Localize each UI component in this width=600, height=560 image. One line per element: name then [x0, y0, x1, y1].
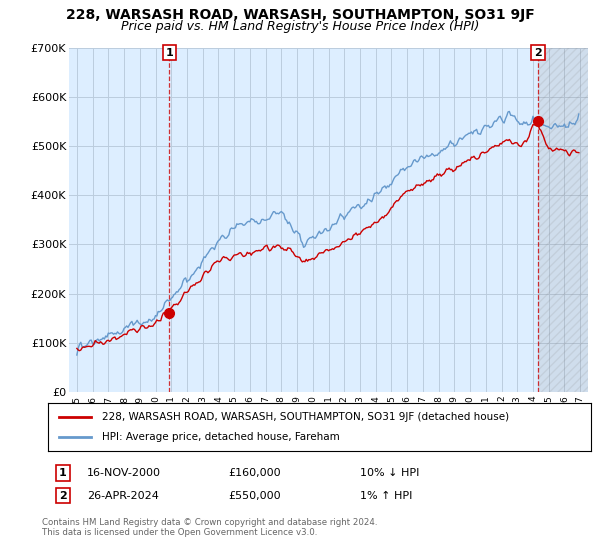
Text: Contains HM Land Registry data © Crown copyright and database right 2024.
This d: Contains HM Land Registry data © Crown c… [42, 518, 377, 538]
Text: 1: 1 [59, 468, 67, 478]
Text: 16-NOV-2000: 16-NOV-2000 [87, 468, 161, 478]
Text: 10% ↓ HPI: 10% ↓ HPI [360, 468, 419, 478]
Text: £160,000: £160,000 [228, 468, 281, 478]
Text: 1% ↑ HPI: 1% ↑ HPI [360, 491, 412, 501]
Text: 2: 2 [59, 491, 67, 501]
Text: 26-APR-2024: 26-APR-2024 [87, 491, 159, 501]
Text: HPI: Average price, detached house, Fareham: HPI: Average price, detached house, Fare… [103, 432, 340, 442]
Text: 1: 1 [166, 48, 173, 58]
Text: Price paid vs. HM Land Registry's House Price Index (HPI): Price paid vs. HM Land Registry's House … [121, 20, 479, 32]
Text: 228, WARSASH ROAD, WARSASH, SOUTHAMPTON, SO31 9JF: 228, WARSASH ROAD, WARSASH, SOUTHAMPTON,… [65, 8, 535, 22]
Bar [538, 48, 588, 392]
Text: 2: 2 [534, 48, 542, 58]
Text: 228, WARSASH ROAD, WARSASH, SOUTHAMPTON, SO31 9JF (detached house): 228, WARSASH ROAD, WARSASH, SOUTHAMPTON,… [103, 412, 509, 422]
Text: £550,000: £550,000 [228, 491, 281, 501]
